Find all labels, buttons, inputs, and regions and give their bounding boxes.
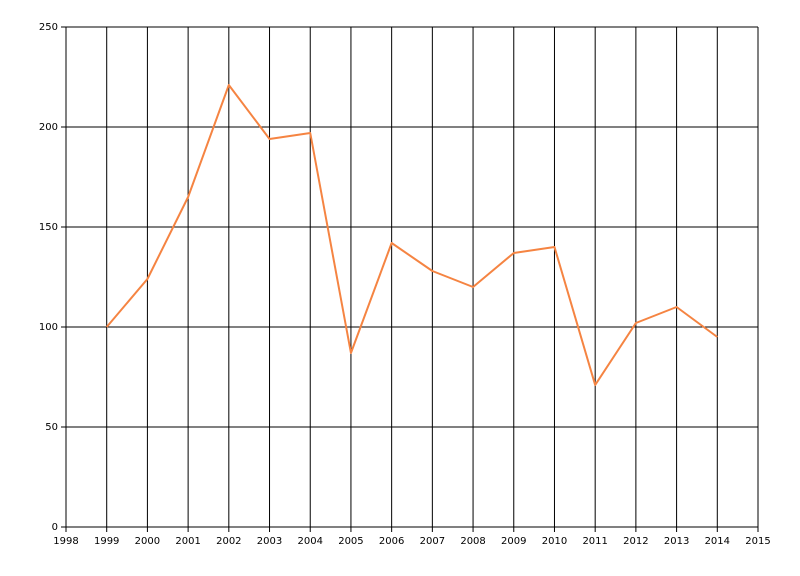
x-tick-label: 2003 xyxy=(257,536,282,547)
x-tick-label: 2001 xyxy=(175,536,200,547)
x-tick-label: 2011 xyxy=(582,536,607,547)
y-tick-label: 200 xyxy=(39,122,58,133)
x-tick-label: 2007 xyxy=(420,536,445,547)
x-tick-label: 2013 xyxy=(664,536,689,547)
x-tick-label: 2006 xyxy=(379,536,404,547)
x-tick-label: 2009 xyxy=(501,536,526,547)
x-tick-label: 2012 xyxy=(623,536,648,547)
x-tick-label: 2000 xyxy=(135,536,160,547)
y-tick-label: 250 xyxy=(39,22,58,33)
x-tick-label: 2014 xyxy=(705,536,730,547)
y-tick-label: 100 xyxy=(39,322,58,333)
x-tick-label: 2010 xyxy=(542,536,567,547)
x-tick-label: 1998 xyxy=(53,536,78,547)
x-tick-label: 2015 xyxy=(745,536,770,547)
x-tick-label: 1999 xyxy=(94,536,119,547)
x-tick-label: 2008 xyxy=(460,536,485,547)
x-tick-label: 2002 xyxy=(216,536,241,547)
x-tick-label: 2005 xyxy=(338,536,363,547)
y-tick-label: 0 xyxy=(52,522,58,533)
data-line xyxy=(105,84,718,386)
y-tick-label: 50 xyxy=(45,422,58,433)
x-tick-label: 2004 xyxy=(298,536,323,547)
y-tick-label: 150 xyxy=(39,222,58,233)
